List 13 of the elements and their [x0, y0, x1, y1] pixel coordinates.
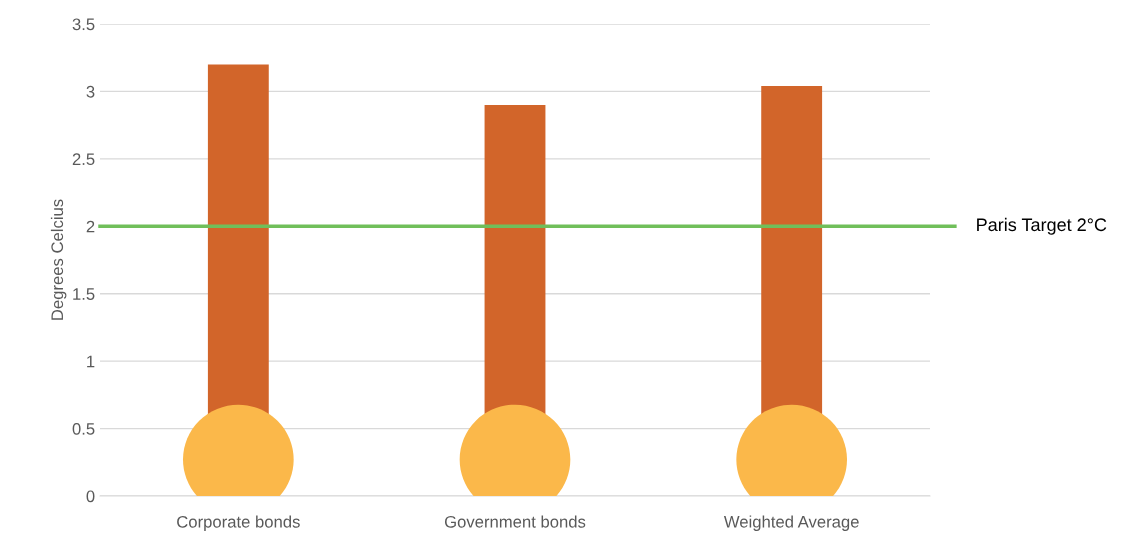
- y-tick-label: 1.5: [73, 288, 95, 300]
- y-axis-title: Degrees Celcius: [50, 199, 67, 320]
- y-tick-label: 3.5: [72, 18, 95, 31]
- y-tick-label: 2: [86, 220, 95, 233]
- y-tick-label: 2.5: [72, 153, 95, 166]
- x-tick-label: Corporate bonds: [177, 515, 300, 531]
- y-tick-label: 1: [87, 355, 95, 368]
- x-tick-label: Government bonds: [444, 515, 586, 528]
- y-tick-label: 0: [86, 490, 95, 503]
- x-tick-label: Weighted Average: [723, 515, 859, 531]
- y-tick-label: 3: [86, 85, 95, 98]
- y-tick-label: 0.5: [72, 422, 95, 435]
- ref-line-label: Paris Target 2°C: [977, 217, 1107, 235]
